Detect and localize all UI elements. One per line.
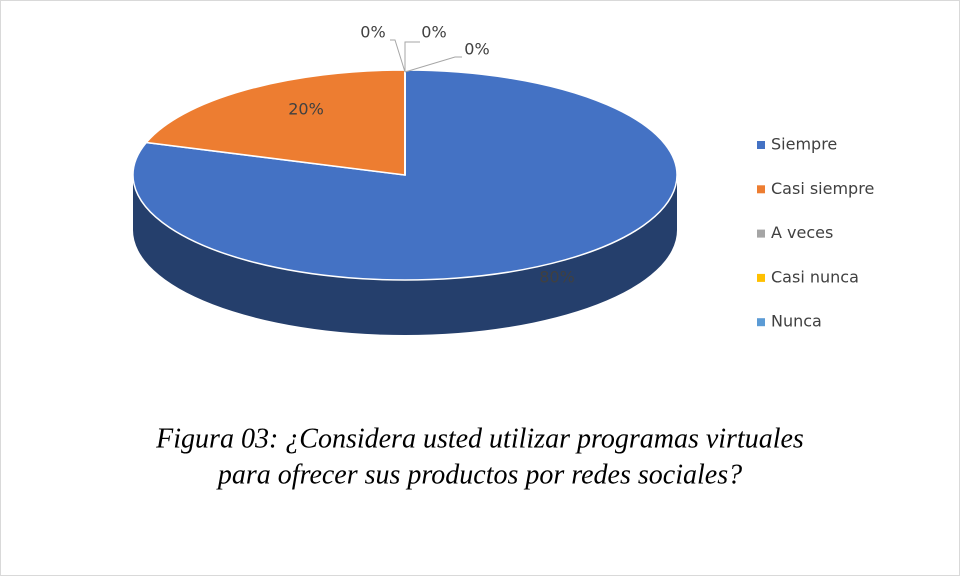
legend-swatch xyxy=(757,273,765,282)
legend-label: A veces xyxy=(771,223,833,242)
data-label: 0% xyxy=(464,40,489,59)
leader-line xyxy=(404,41,420,72)
caption: Figura 03: ¿Considera usted utilizar pro… xyxy=(155,423,804,454)
data-label: 80% xyxy=(539,268,575,287)
pie-side xyxy=(133,175,677,335)
legend-label: Siempre xyxy=(771,135,837,154)
legend-swatch xyxy=(757,141,765,149)
legend-swatch xyxy=(757,318,765,327)
legend-label: Casi nunca xyxy=(771,267,859,286)
pie-slice xyxy=(144,69,406,176)
pie xyxy=(132,69,678,335)
leader-line xyxy=(390,39,406,73)
data-label: 0% xyxy=(421,23,446,42)
leader-line xyxy=(404,56,462,73)
legend-label: Casi siempre xyxy=(771,179,874,198)
caption: para ofrecer sus productos por redes soc… xyxy=(216,459,742,490)
legend-swatch xyxy=(757,185,765,194)
data-label: 0% xyxy=(360,23,385,42)
legend-swatch xyxy=(757,229,765,238)
legend-label: Nunca xyxy=(771,312,822,331)
data-label: 20% xyxy=(288,100,324,119)
